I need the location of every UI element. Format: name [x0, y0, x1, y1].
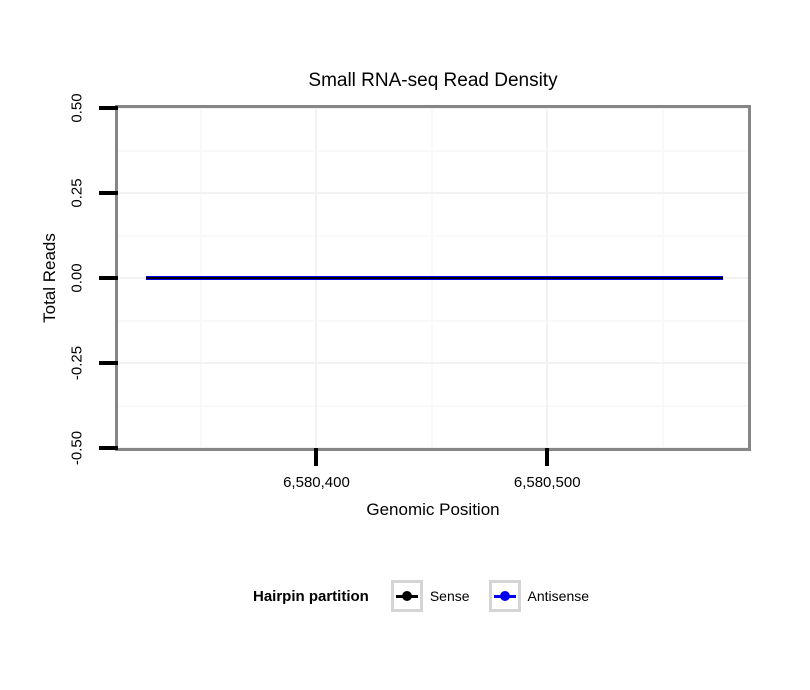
legend-label: Antisense	[527, 588, 590, 604]
legend-label: Sense	[429, 588, 470, 604]
legend-entry-antisense: Antisense	[488, 580, 590, 612]
y-tick-label: 0.50	[68, 93, 86, 123]
x-axis-tick	[545, 448, 550, 466]
y-minor-gridline	[118, 149, 748, 152]
chart-title: Small RNA-seq Read Density	[308, 70, 558, 91]
y-tick-label: -0.25	[68, 345, 86, 381]
legend-key-dot-icon	[499, 591, 510, 601]
legend-items: Sense Antisense	[390, 580, 608, 612]
legend: Hairpin partition Sense Antisense	[253, 579, 608, 613]
y-minor-gridline	[118, 234, 748, 237]
y-axis-tick	[99, 446, 118, 450]
y-axis-tick	[99, 191, 118, 195]
x-tick-label: 6,580,500	[513, 474, 581, 491]
y-major-gridline	[118, 192, 748, 194]
y-major-gridline	[118, 447, 748, 449]
y-major-gridline	[118, 362, 748, 364]
x-tick-label: 6,580,400	[283, 474, 350, 491]
y-axis-tick	[99, 106, 118, 110]
y-tick-label: 0.25	[68, 178, 86, 208]
y-tick-label: 0.00	[68, 263, 86, 293]
legend-key-sense	[390, 580, 423, 612]
x-axis-tick	[314, 448, 319, 466]
y-major-gridline	[118, 107, 748, 109]
legend-entry-sense: Sense	[390, 580, 470, 612]
x-axis-title: Genomic Position	[366, 500, 500, 519]
series-line-sense	[145, 277, 723, 279]
y-axis-title: Total Reads	[40, 233, 59, 323]
y-minor-gridline	[118, 404, 748, 407]
legend-title: Hairpin partition	[253, 587, 369, 605]
y-axis-tick	[99, 361, 118, 365]
legend-key-dot-icon	[401, 591, 412, 601]
y-axis-tick	[99, 276, 118, 280]
legend-key-antisense	[488, 580, 521, 612]
y-tick-label: -0.50	[68, 430, 86, 466]
y-minor-gridline	[118, 319, 748, 322]
